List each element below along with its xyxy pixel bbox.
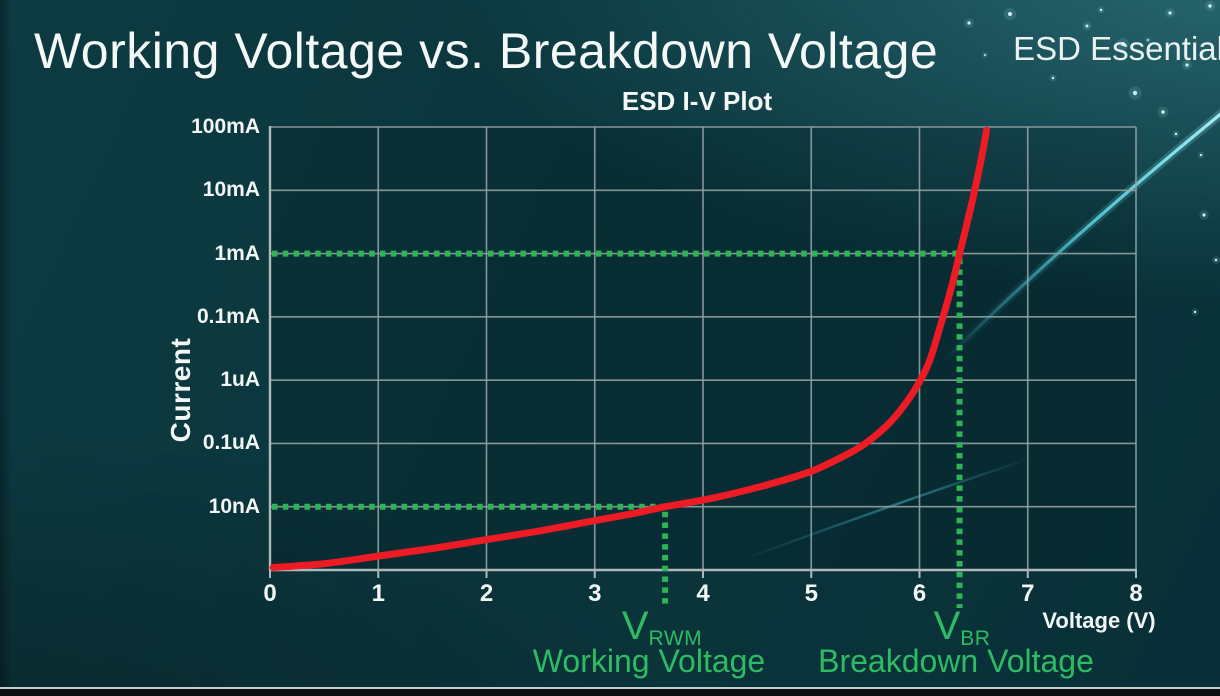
x-tick-label: 5 (804, 580, 818, 607)
v-subscript: BR (960, 627, 991, 650)
star-icon (984, 54, 986, 56)
chart-title: ESD I-V Plot (621, 86, 773, 116)
star-icon (1051, 76, 1055, 80)
light-ray (941, 112, 1220, 364)
star-icon (1208, 4, 1212, 8)
star-icon (1132, 90, 1138, 96)
slide-bottom-edge (0, 687, 1220, 696)
star-icon (1008, 12, 1012, 16)
x-tick-label: 8 (1129, 580, 1143, 607)
v-subscript: RWM (648, 627, 703, 650)
star-icon (1202, 213, 1206, 217)
star-icon (1161, 110, 1165, 114)
y-tick-label: 1mA (214, 241, 260, 265)
x-tick-label: 0 (263, 580, 277, 607)
slide-title: Working Voltage vs. Breakdown Voltage (34, 23, 939, 79)
star-icon (1099, 8, 1103, 12)
star-icon (1199, 153, 1203, 157)
star-icon (1214, 258, 1218, 262)
y-tick-label: 10mA (202, 178, 260, 202)
star-icon (1168, 11, 1172, 15)
x-tick-label: 6 (912, 580, 927, 607)
star-icon (1121, 42, 1125, 46)
v-symbol: V (933, 604, 961, 648)
y-tick-label: 100mA (191, 115, 260, 138)
x-tick-label: 7 (1021, 580, 1035, 607)
star-icon (967, 21, 971, 25)
star-icon (1185, 63, 1189, 67)
working-voltage-symbol: VRWM (621, 604, 702, 649)
x-tick-label: 2 (479, 580, 494, 607)
y-tick-label: 0.1mA (196, 304, 260, 328)
star-icon (1174, 132, 1178, 136)
y-tick-label: 0.1uA (202, 431, 260, 455)
breakdown-voltage-label: Breakdown Voltage (818, 643, 1094, 679)
y-tick-label: 1uA (220, 368, 260, 392)
x-tick-label: 4 (696, 580, 710, 607)
breakdown-voltage-symbol: VBR (933, 604, 991, 649)
star-icon (1193, 310, 1197, 314)
working-voltage-label: Working Voltage (532, 643, 766, 679)
star-icon (1147, 39, 1149, 41)
x-tick-label: 1 (371, 580, 385, 607)
v-symbol: V (621, 604, 649, 648)
slide-left-edge-shadow (0, 0, 12, 696)
x-tick-label: 3 (588, 580, 602, 607)
brand-watermark: ESD Essential (1013, 30, 1220, 67)
star-icon (1085, 24, 1089, 28)
x-axis-title: Voltage (V) (1042, 608, 1156, 633)
y-tick-label: 10nA (208, 494, 260, 518)
iv-curve (269, 126, 991, 571)
